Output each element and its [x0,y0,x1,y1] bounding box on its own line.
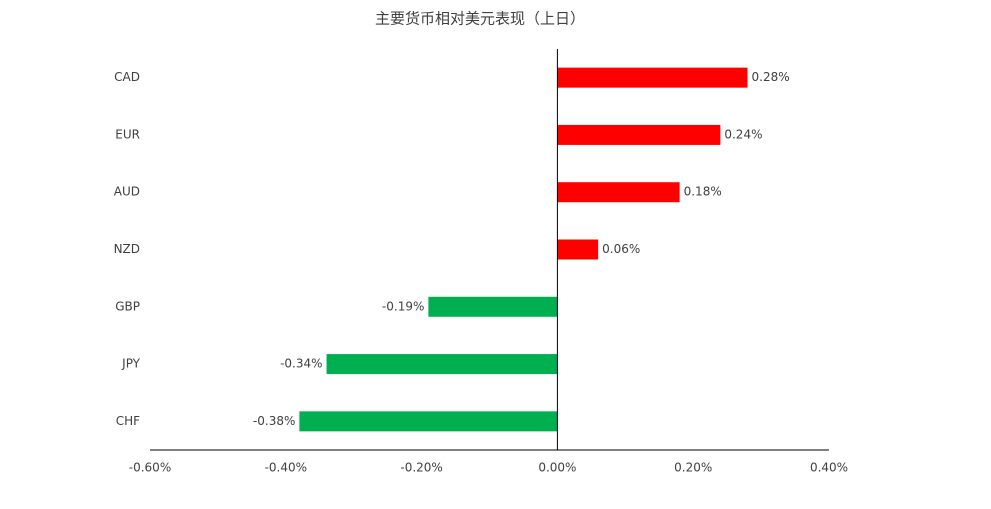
bar [557,124,721,145]
x-tick-label: -0.60% [129,461,171,475]
y-tick-label: AUD [114,185,140,199]
bar [557,182,680,203]
value-label: -0.34% [280,357,322,371]
value-label: 0.18% [684,185,722,199]
x-tick-label: 0.20% [674,461,712,475]
bar [557,67,748,88]
x-tick-label: -0.40% [265,461,307,475]
bar [326,354,558,375]
x-tick-label: -0.20% [400,461,442,475]
x-tick-label: 0.00% [538,461,576,475]
y-tick-label: NZD [114,242,140,256]
bar [428,296,558,317]
chart-title: 主要货币相对美元表现（上日） [375,10,585,28]
y-tick-label: CAD [114,70,140,84]
value-label: 0.24% [724,127,762,141]
value-label: 0.28% [752,70,790,84]
value-label: -0.38% [253,414,295,428]
bar [299,411,558,432]
x-tick-label: 0.40% [810,461,848,475]
y-tick-label: EUR [115,127,140,141]
y-tick-label: GBP [115,299,140,313]
bar [557,239,599,260]
y-tick-label: JPY [121,357,141,371]
value-label: 0.06% [602,242,640,256]
y-tick-label: CHF [116,414,140,428]
value-label: -0.19% [382,299,424,313]
